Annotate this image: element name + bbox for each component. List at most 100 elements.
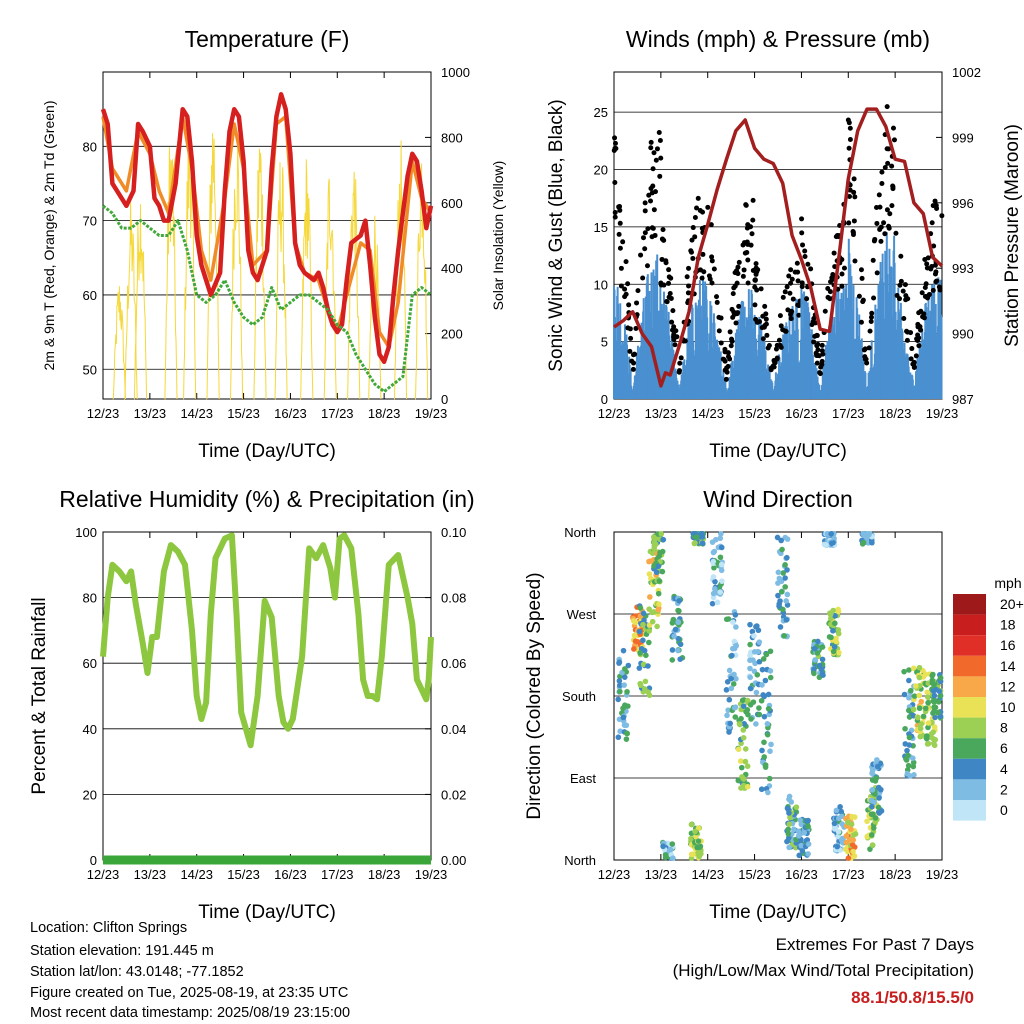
- humidity-y2-tick-label: 0.10: [441, 525, 466, 540]
- gust-point: [686, 283, 692, 289]
- gust-point: [866, 345, 872, 351]
- humidity-y-tick-label: 60: [83, 656, 97, 671]
- gust-point: [720, 356, 726, 362]
- gust-point: [622, 286, 628, 292]
- direction-point: [878, 786, 884, 793]
- gust-point: [799, 230, 805, 236]
- direction-point: [930, 736, 937, 742]
- winds-y-tick-label: 10: [594, 277, 608, 292]
- direction-point: [717, 554, 724, 561]
- direction-point: [816, 662, 823, 669]
- speed-legend-label: 20+: [1000, 596, 1024, 612]
- elevation-text: Station elevation: 191.445 m: [30, 943, 214, 959]
- direction-point: [906, 667, 912, 673]
- gust-point: [682, 338, 688, 344]
- direction-point: [655, 563, 662, 569]
- direction-point: [737, 721, 743, 728]
- direction-point: [916, 692, 923, 699]
- direction-point: [828, 531, 834, 537]
- direction-point: [931, 692, 938, 699]
- solar-insolation-line: [323, 178, 337, 400]
- speed-legend-label: 4: [1000, 761, 1008, 777]
- direction-point: [761, 693, 767, 700]
- direction-point: [786, 821, 793, 827]
- direction-point: [785, 831, 792, 837]
- direction-point: [719, 578, 725, 584]
- direction-point: [740, 734, 747, 741]
- direction-point: [637, 605, 644, 611]
- direction-point: [831, 535, 837, 542]
- gust-point: [846, 220, 852, 226]
- winds-title: Winds (mph) & Pressure (mb): [626, 26, 930, 52]
- direction-point: [766, 775, 773, 782]
- direction-point: [655, 607, 662, 613]
- winds-y2-tick-label: 999: [952, 130, 974, 145]
- direction-point: [640, 610, 647, 617]
- gust-point: [692, 215, 698, 221]
- direction-point: [645, 663, 651, 669]
- direction-point: [731, 705, 738, 711]
- direction-point: [860, 539, 867, 546]
- direction-point: [640, 621, 646, 628]
- direction-point: [740, 727, 747, 733]
- gust-point: [819, 358, 825, 364]
- direction-point: [714, 599, 721, 606]
- direction-point: [762, 762, 769, 768]
- temperature-y-tick-label: 80: [83, 139, 97, 154]
- direction-point: [850, 837, 857, 843]
- direction-point: [912, 683, 919, 689]
- speed-legend-swatch: [953, 676, 986, 697]
- direction-point: [788, 799, 795, 805]
- direction-point: [805, 841, 812, 847]
- gust-point: [792, 269, 798, 275]
- direction-point: [826, 634, 833, 640]
- gust-point: [846, 145, 852, 151]
- direction-point: [646, 639, 652, 646]
- gust-point: [699, 225, 705, 231]
- gust-point: [871, 295, 877, 301]
- direction-point: [737, 758, 744, 764]
- direction-point: [749, 628, 756, 635]
- gust-point: [933, 269, 939, 275]
- gust-point: [718, 315, 724, 321]
- gust-point: [744, 225, 750, 231]
- gust-point: [707, 276, 713, 282]
- gust-point: [784, 284, 790, 290]
- gust-point: [934, 205, 940, 211]
- location-text: Location: Clifton Springs: [30, 920, 188, 936]
- gust-point: [709, 258, 715, 264]
- winds-y2-tick-label: 987: [952, 392, 974, 407]
- gust-point: [651, 207, 657, 213]
- gust-point: [618, 265, 624, 271]
- direction-point: [669, 647, 676, 653]
- gust-point: [716, 328, 722, 334]
- direction-point: [672, 626, 679, 633]
- speed-legend-label: 10: [1000, 699, 1016, 715]
- direction-point: [924, 741, 931, 747]
- gust-point: [753, 261, 759, 267]
- direction-point: [675, 647, 681, 654]
- direction-point: [848, 821, 855, 828]
- gust-point: [752, 277, 758, 283]
- gust-point: [904, 329, 910, 335]
- direction-point: [617, 688, 623, 695]
- solar-insolation-line: [253, 148, 267, 400]
- gust-point: [847, 187, 853, 193]
- direction-point: [777, 624, 784, 630]
- gust-point: [626, 302, 632, 308]
- direction-point: [675, 619, 682, 626]
- direction-point: [784, 554, 790, 561]
- direction-point: [725, 616, 732, 622]
- direction-point: [729, 652, 735, 659]
- humidity-x-tick-label: 12/23: [87, 867, 120, 882]
- direction-point: [756, 711, 763, 718]
- gust-point: [669, 319, 675, 325]
- gust-point: [788, 267, 794, 273]
- humidity-y2-tick-label: 0.00: [441, 853, 466, 868]
- gust-point: [732, 283, 738, 289]
- gust-point: [612, 179, 618, 185]
- gust-point: [762, 303, 768, 309]
- direction-point: [751, 633, 757, 639]
- extremes-title: Extremes For Past 7 Days: [775, 935, 974, 954]
- direction-point: [733, 675, 739, 682]
